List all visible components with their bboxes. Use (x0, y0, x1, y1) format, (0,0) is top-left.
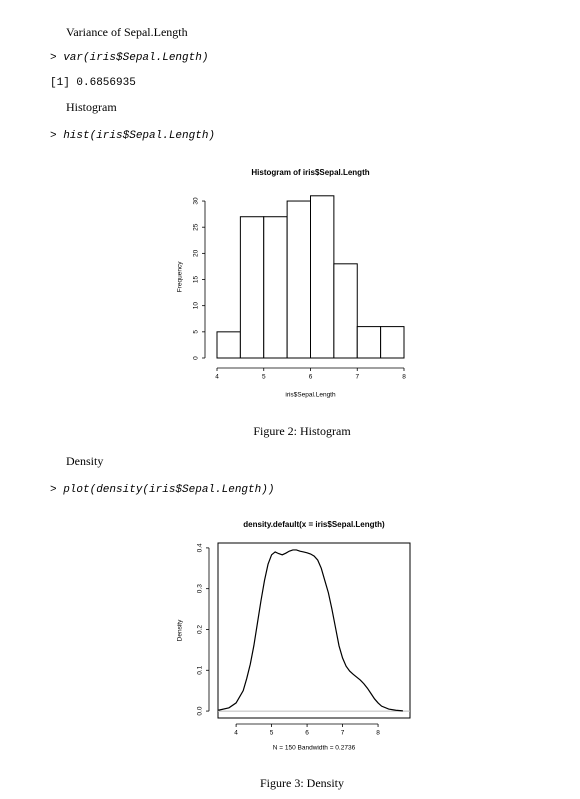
bar (263, 216, 288, 359)
code: > plot(density(iris$Sepal.Length)) (50, 484, 274, 496)
y-axis-label: Density (177, 619, 184, 641)
x-tick-label: 8 (376, 730, 380, 737)
x-tick-label: 5 (262, 374, 266, 381)
y-axis-label: Frequency (177, 261, 184, 292)
bar (356, 326, 382, 359)
bar (310, 195, 335, 359)
density-line (218, 549, 403, 712)
code: > hist(iris$Sepal.Length) (50, 130, 215, 142)
y-tick-label: 15 (193, 276, 200, 284)
y-tick-label: 0.0 (197, 706, 204, 715)
x-axis-label: iris$Sepal.Length (285, 392, 336, 399)
x-tick-label: 8 (402, 374, 406, 381)
x-tick-label: 7 (341, 730, 345, 737)
chart-title: density.default(x = iris$Sepal.Length) (243, 520, 385, 529)
bar (380, 326, 405, 359)
chart-title: Histogram of iris$Sepal.Length (251, 168, 369, 177)
y-tick-label: 20 (193, 249, 200, 257)
plot-box (217, 542, 411, 719)
x-tick-label: 5 (270, 730, 274, 737)
y-tick-label: 25 (193, 223, 200, 231)
y-tick-label: 0.1 (197, 665, 204, 674)
x-tick-label: 6 (305, 730, 309, 737)
y-tick-label: 30 (193, 197, 200, 205)
x-tick-label: 6 (309, 374, 313, 381)
x-tick-label: 4 (234, 730, 238, 737)
caption: Figure 3: Density (260, 776, 344, 790)
bar (239, 216, 265, 359)
x-axis-label: N = 150 Bandwidth = 0.2736 (273, 745, 356, 752)
bar (286, 200, 311, 359)
output: [1] 0.6856935 (50, 77, 136, 89)
y-tick-label: 10 (193, 302, 200, 310)
heading: Histogram (66, 100, 117, 114)
caption: Figure 2: Histogram (253, 424, 351, 438)
y-tick-label: 0.3 (197, 584, 204, 593)
y-tick-label: 0.4 (197, 543, 204, 552)
x-tick-label: 4 (215, 374, 219, 381)
y-tick-label: 5 (193, 330, 200, 334)
y-tick-label: 0 (193, 356, 200, 360)
bar (333, 263, 358, 359)
bar (216, 331, 241, 359)
y-tick-label: 0.2 (197, 625, 204, 634)
x-tick-label: 7 (355, 374, 359, 381)
heading: Density (66, 454, 103, 468)
heading: Variance of Sepal.Length (66, 25, 188, 39)
code: > var(iris$Sepal.Length) (50, 52, 208, 64)
